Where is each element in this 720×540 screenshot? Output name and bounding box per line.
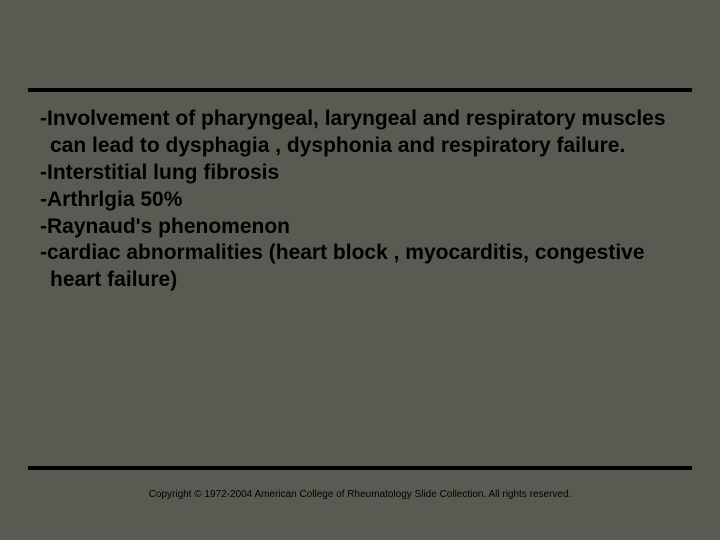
bullet-1: -Involvement of pharyngeal, laryngeal an…	[40, 106, 680, 160]
bullet-2: -Interstitial lung fibrosis	[40, 160, 680, 187]
copyright-footer: Copyright © 1972-2004 American College o…	[0, 489, 720, 500]
bullet-5: -cardiac abnormalities (heart block , my…	[40, 240, 680, 294]
bullet-4: -Raynaud's phenomenon	[40, 214, 680, 241]
bullet-3: -Arthrlgia 50%	[40, 187, 680, 214]
slide-content: -Involvement of pharyngeal, laryngeal an…	[40, 106, 680, 294]
bottom-divider	[28, 466, 692, 470]
top-divider	[28, 88, 692, 92]
slide: -Involvement of pharyngeal, laryngeal an…	[0, 0, 720, 540]
